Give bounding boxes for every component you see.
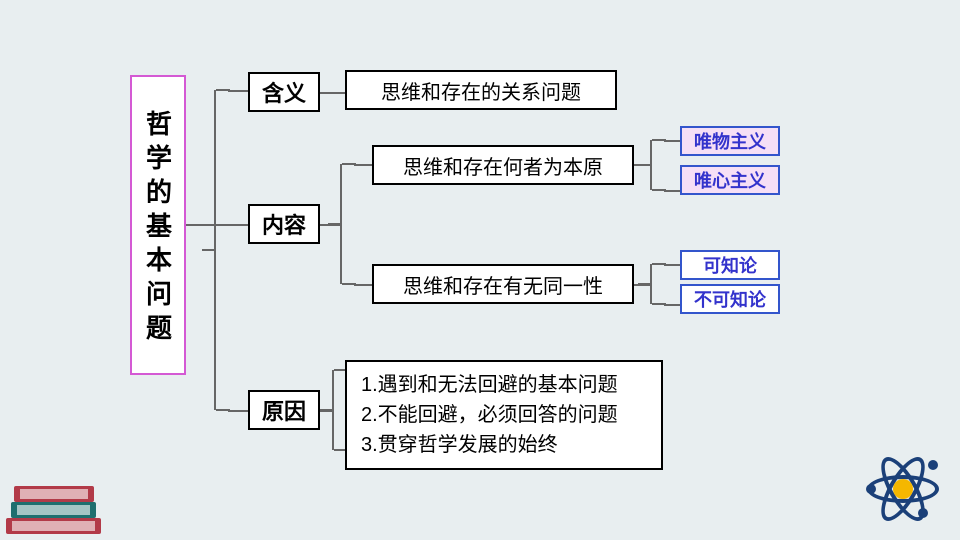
tag-text: 唯物主义: [694, 128, 766, 154]
tag-text: 可知论: [703, 252, 757, 278]
detail-text: 思维和存在何者为本原: [403, 151, 603, 180]
detail-content-sub1: 思维和存在何者为本原: [372, 145, 634, 185]
connector-line: [664, 304, 680, 306]
category-label: 内容: [262, 208, 306, 240]
connector-line: [664, 264, 680, 266]
tag-knowable: 可知论: [680, 250, 780, 280]
connector-line: [354, 164, 372, 166]
diagram-canvas: 哲学的基本问题 含义 思维和存在的关系问题 内容 思维和存在何者为本原 思维和存…: [0, 0, 960, 540]
reasons-box: 1.遇到和无法回避的基本问题 2.不能回避，必须回答的问题 3.贯穿哲学发展的始…: [345, 360, 663, 470]
tag-text: 不可知论: [694, 286, 766, 312]
tag-agnostic: 不可知论: [680, 284, 780, 314]
reason-item: 1.遇到和无法回避的基本问题: [361, 370, 647, 400]
bracket-main: [214, 90, 216, 410]
bracket-sub2: [650, 264, 652, 304]
category-meaning: 含义: [248, 72, 320, 112]
connector-line: [214, 224, 248, 226]
connector-line: [354, 284, 372, 286]
books-icon: [6, 484, 101, 534]
tag-idealism: 唯心主义: [680, 165, 780, 195]
bracket-content: [340, 164, 342, 284]
category-label: 原因: [262, 394, 306, 426]
root-title-box: 哲学的基本问题: [130, 75, 186, 375]
tag-materialism: 唯物主义: [680, 126, 780, 156]
tag-text: 唯心主义: [694, 167, 766, 193]
category-label: 含义: [262, 76, 306, 108]
connector-line: [186, 224, 214, 226]
reason-item: 3.贯穿哲学发展的始终: [361, 430, 647, 460]
connector-line: [228, 410, 248, 412]
root-title: 哲学的基本问题: [140, 110, 177, 348]
detail-meaning: 思维和存在的关系问题: [345, 70, 617, 110]
atom-icon: [860, 446, 946, 532]
category-reason: 原因: [248, 390, 320, 430]
reason-item: 2.不能回避，必须回答的问题: [361, 400, 647, 430]
connector-line: [320, 92, 345, 94]
detail-text: 思维和存在有无同一性: [403, 270, 603, 299]
category-content: 内容: [248, 204, 320, 244]
connector-line: [664, 190, 680, 192]
connector-line: [664, 140, 680, 142]
bracket-sub1: [650, 140, 652, 190]
bracket-reason: [332, 370, 334, 450]
connector-line: [228, 90, 248, 92]
detail-content-sub2: 思维和存在有无同一性: [372, 264, 634, 304]
detail-text: 思维和存在的关系问题: [381, 76, 581, 105]
